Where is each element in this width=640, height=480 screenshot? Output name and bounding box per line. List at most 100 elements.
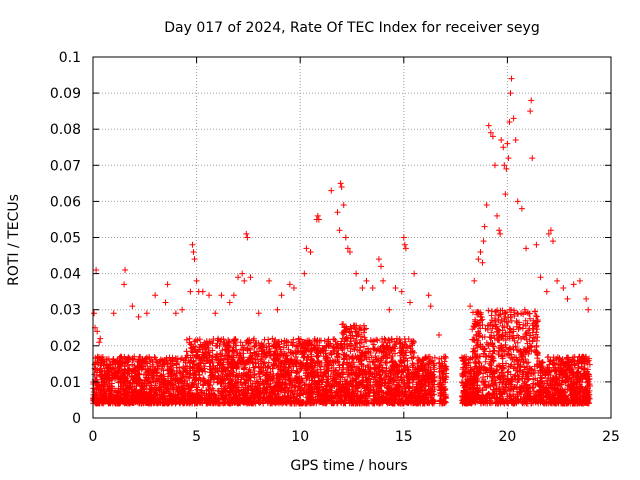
data-point bbox=[217, 357, 224, 364]
data-point bbox=[369, 338, 376, 345]
data-point bbox=[250, 337, 257, 344]
data-point bbox=[284, 369, 291, 376]
data-point bbox=[191, 338, 198, 345]
data-point bbox=[285, 358, 292, 365]
data-point bbox=[403, 342, 410, 349]
data-point bbox=[304, 375, 311, 382]
data-point bbox=[281, 350, 288, 357]
data-point bbox=[183, 336, 190, 343]
data-point bbox=[209, 340, 216, 347]
data-point bbox=[397, 358, 404, 365]
data-point bbox=[276, 343, 283, 350]
data-point bbox=[294, 370, 301, 377]
data-point bbox=[346, 328, 353, 335]
data-point bbox=[347, 348, 354, 355]
data-point bbox=[256, 373, 263, 380]
data-point bbox=[157, 372, 164, 379]
data-point bbox=[372, 353, 379, 360]
data-point bbox=[283, 381, 290, 388]
data-point bbox=[431, 354, 438, 361]
data-point bbox=[261, 336, 268, 343]
data-point bbox=[360, 329, 367, 336]
data-point bbox=[242, 380, 249, 387]
data-point bbox=[410, 361, 417, 368]
data-point bbox=[285, 346, 292, 353]
data-point bbox=[331, 375, 338, 382]
data-point bbox=[340, 330, 347, 337]
data-point bbox=[361, 334, 368, 341]
data-point bbox=[225, 359, 232, 366]
data-point bbox=[210, 365, 217, 372]
data-point bbox=[289, 342, 296, 349]
data-point bbox=[231, 348, 238, 355]
data-point bbox=[360, 343, 367, 350]
data-point bbox=[312, 360, 319, 367]
data-point bbox=[183, 368, 190, 375]
data-point bbox=[298, 365, 305, 372]
data-point bbox=[153, 356, 160, 363]
data-point bbox=[363, 338, 370, 345]
data-point bbox=[209, 385, 216, 392]
data-point bbox=[173, 370, 180, 377]
data-point bbox=[371, 359, 378, 366]
data-point bbox=[125, 367, 132, 374]
data-point bbox=[318, 359, 325, 366]
data-point bbox=[413, 373, 420, 380]
data-point bbox=[146, 353, 153, 360]
data-point bbox=[244, 338, 251, 345]
data-point bbox=[129, 356, 136, 363]
data-point bbox=[336, 362, 343, 369]
data-point bbox=[525, 359, 532, 366]
data-point bbox=[131, 353, 138, 360]
data-point bbox=[220, 341, 227, 348]
data-point bbox=[367, 337, 374, 344]
data-point bbox=[129, 361, 136, 368]
data-point bbox=[287, 349, 294, 356]
data-point bbox=[358, 339, 365, 346]
data-point bbox=[372, 361, 379, 368]
data-point bbox=[393, 335, 400, 342]
data-point bbox=[420, 368, 427, 375]
data-point bbox=[269, 335, 276, 342]
data-point bbox=[409, 342, 416, 349]
data-point bbox=[356, 325, 363, 332]
data-point bbox=[315, 359, 322, 366]
data-point bbox=[96, 367, 103, 374]
data-point bbox=[263, 391, 270, 398]
data-point bbox=[339, 361, 346, 368]
data-point bbox=[382, 337, 389, 344]
data-point bbox=[92, 366, 99, 373]
data-point bbox=[376, 362, 383, 369]
data-point bbox=[362, 385, 369, 392]
data-point bbox=[366, 389, 373, 396]
data-point bbox=[158, 366, 165, 373]
data-point bbox=[405, 336, 412, 343]
data-point bbox=[348, 332, 355, 339]
data-point bbox=[237, 339, 244, 346]
data-point bbox=[345, 353, 352, 360]
data-point bbox=[357, 344, 364, 351]
data-points bbox=[90, 75, 594, 407]
data-point bbox=[91, 371, 98, 378]
data-point bbox=[352, 352, 359, 359]
data-point bbox=[357, 324, 364, 331]
data-point bbox=[273, 362, 280, 369]
data-point bbox=[402, 338, 409, 345]
data-point bbox=[317, 363, 324, 370]
data-point bbox=[340, 365, 347, 372]
data-point bbox=[217, 350, 224, 357]
data-point bbox=[262, 354, 269, 361]
data-point bbox=[387, 371, 394, 378]
data-point bbox=[256, 364, 263, 371]
data-point bbox=[251, 343, 258, 350]
data-point bbox=[356, 347, 363, 354]
data-point bbox=[152, 379, 159, 386]
data-point bbox=[144, 360, 151, 367]
data-point bbox=[221, 375, 228, 382]
data-point bbox=[192, 369, 199, 376]
data-point bbox=[196, 374, 203, 381]
data-point bbox=[383, 391, 390, 398]
data-point bbox=[388, 336, 395, 343]
data-point bbox=[339, 321, 346, 328]
